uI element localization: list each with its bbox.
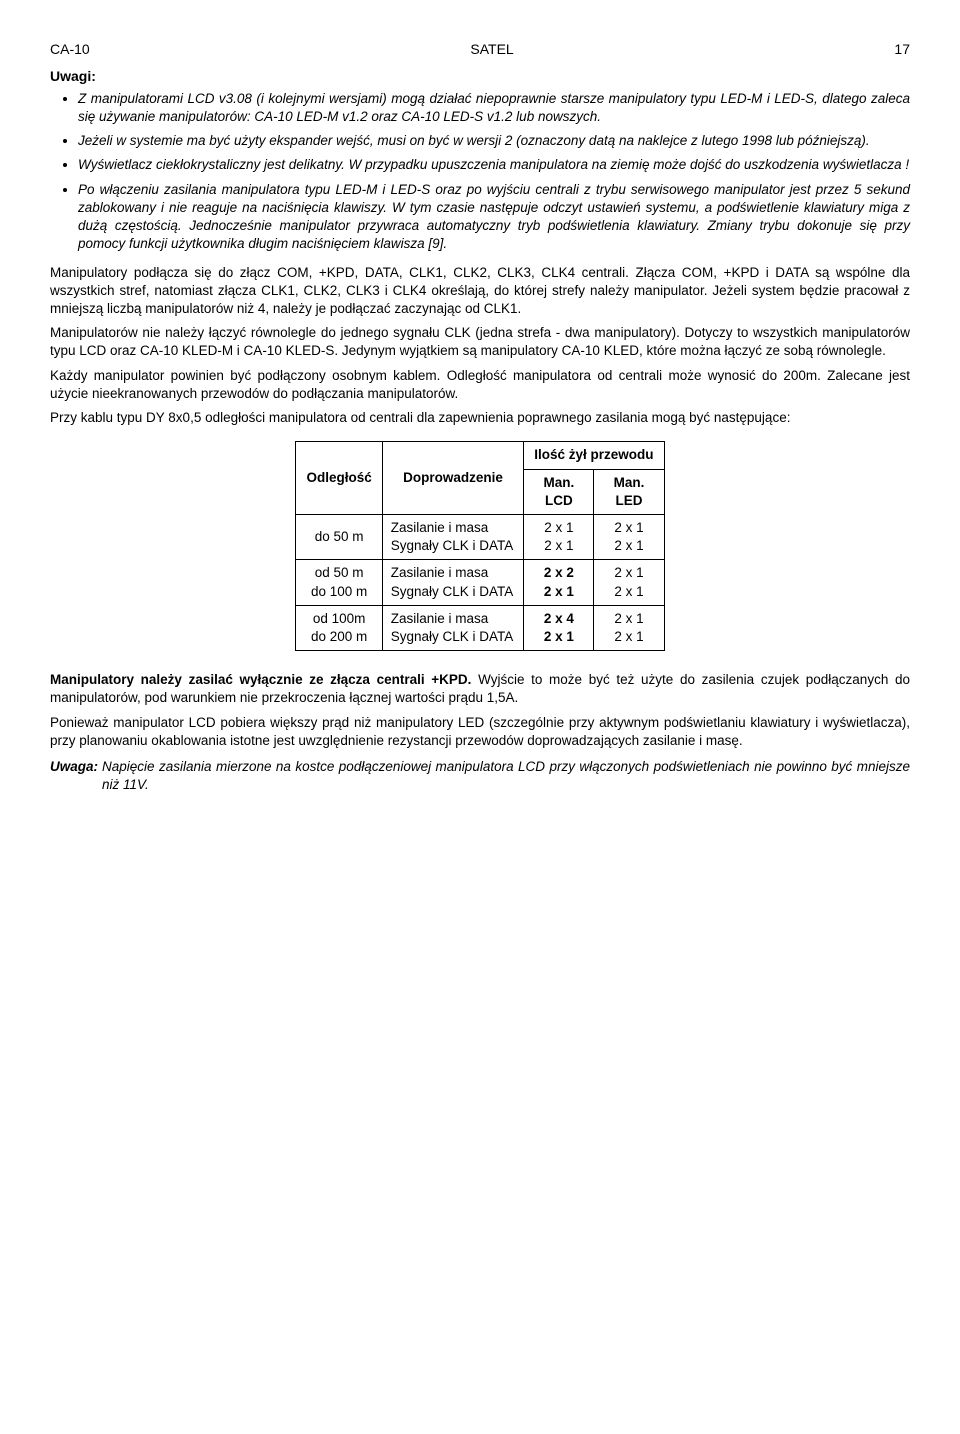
th-count: Ilość żył przewodu	[524, 442, 664, 469]
uwagi-item: Jeżeli w systemie ma być użyty ekspander…	[78, 132, 910, 150]
table-row: do 50 m Zasilanie i masa Sygnały CLK i D…	[296, 514, 664, 559]
paragraph: Manipulatory należy zasilać wyłącznie ze…	[50, 671, 910, 707]
paragraph: Manipulatory podłącza się do złącz COM, …	[50, 264, 910, 319]
th-led-text: Man. LED	[614, 475, 645, 508]
page-header: CA-10 SATEL 17	[50, 40, 910, 59]
table-row: od 50 m do 100 m Zasilanie i masa Sygnał…	[296, 560, 664, 605]
cell-conn: Zasilanie i masa Sygnały CLK i DATA	[382, 514, 524, 559]
cell-dist: od 100m do 200 m	[296, 605, 382, 650]
cell-dist: do 50 m	[296, 514, 382, 559]
cell-lcd: 2 x 1 2 x 1	[524, 514, 594, 559]
cell-conn: Zasilanie i masa Sygnały CLK i DATA	[382, 560, 524, 605]
uwagi-list: Z manipulatorami LCD v3.08 (i kolejnymi …	[50, 90, 910, 254]
th-led: Man. LED	[594, 469, 664, 514]
paragraph: Manipulatorów nie należy łączyć równoleg…	[50, 324, 910, 360]
uwagi-title: Uwagi:	[50, 67, 910, 86]
paragraph: Przy kablu typu DY 8x0,5 odległości mani…	[50, 409, 910, 427]
cell-led: 2 x 1 2 x 1	[594, 514, 664, 559]
cable-table: Odległość Doprowadzenie Ilość żył przewo…	[295, 441, 664, 651]
header-center: SATEL	[470, 40, 513, 59]
cell-led: 2 x 1 2 x 1	[594, 605, 664, 650]
th-lcd: Man. LCD	[524, 469, 594, 514]
th-distance: Odległość	[296, 442, 382, 515]
header-left: CA-10	[50, 40, 90, 59]
uwagi-item: Z manipulatorami LCD v3.08 (i kolejnymi …	[78, 90, 910, 126]
paragraph: Każdy manipulator powinien być podłączon…	[50, 367, 910, 403]
cell-lcd: 2 x 4 2 x 1	[524, 605, 594, 650]
note-text: Napięcie zasilania mierzone na kostce po…	[102, 758, 910, 794]
table-row: od 100m do 200 m Zasilanie i masa Sygnał…	[296, 605, 664, 650]
note-label: Uwaga:	[50, 758, 102, 794]
uwagi-item: Po włączeniu zasilania manipulatora typu…	[78, 181, 910, 254]
cell-led: 2 x 1 2 x 1	[594, 560, 664, 605]
cell-lcd: 2 x 2 2 x 1	[524, 560, 594, 605]
cable-table-wrap: Odległość Doprowadzenie Ilość żył przewo…	[50, 441, 910, 651]
cell-dist: od 50 m do 100 m	[296, 560, 382, 605]
header-right: 17	[894, 40, 910, 59]
note-block: Uwaga: Napięcie zasilania mierzone na ko…	[50, 758, 910, 794]
th-connection: Doprowadzenie	[382, 442, 524, 515]
th-lcd-text: Man. LCD	[543, 475, 574, 508]
cell-conn: Zasilanie i masa Sygnały CLK i DATA	[382, 605, 524, 650]
paragraph: Ponieważ manipulator LCD pobiera większy…	[50, 714, 910, 750]
bold-lead: Manipulatory należy zasilać wyłącznie ze…	[50, 672, 471, 687]
uwagi-item: Wyświetlacz ciekłokrystaliczny jest deli…	[78, 156, 910, 174]
